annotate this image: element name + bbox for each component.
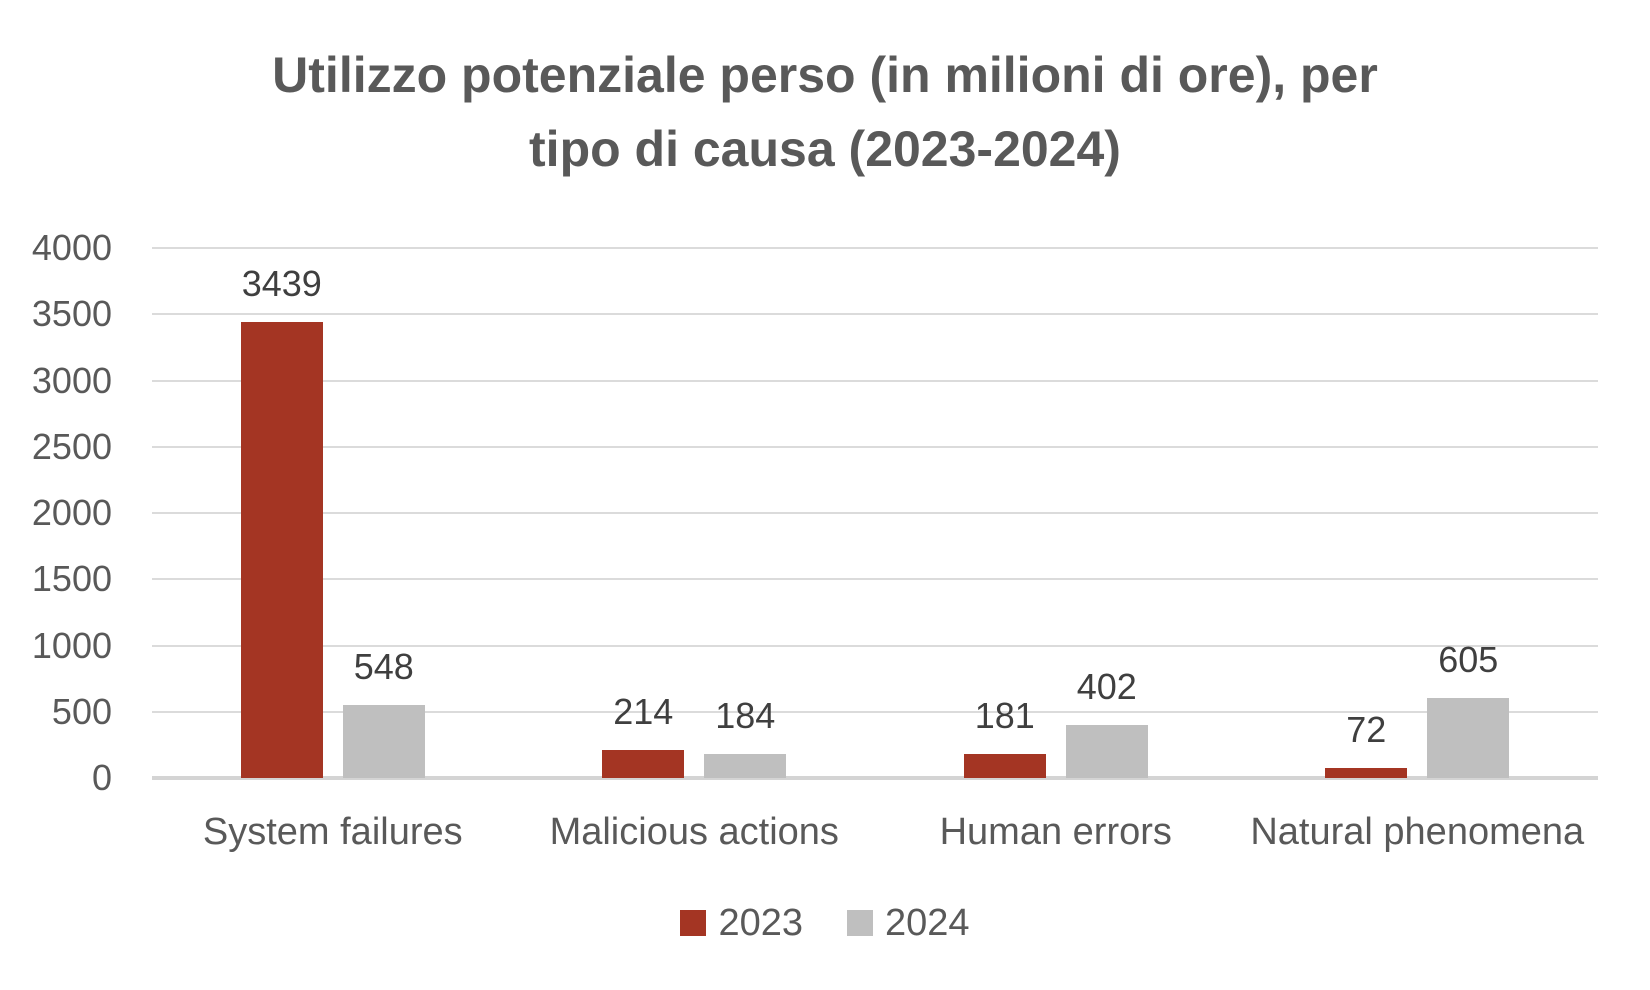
gridline-1000: [152, 644, 1598, 647]
y-tick-label-4000: 4000: [31, 227, 112, 268]
x-axis-line: [152, 776, 1598, 780]
y-tick-label-500: 500: [51, 690, 112, 732]
gridline-1500: [152, 578, 1598, 581]
category-label-human-errors: Human errors: [939, 811, 1172, 853]
legend-label-2023: 2023: [718, 902, 803, 944]
chart-title: Utilizzo potenziale perso (in milioni di…: [0, 38, 1650, 186]
legend-item-2024: 2024: [847, 904, 970, 942]
data-label-2023-system-failures: 3439: [241, 263, 322, 304]
bar-2024-natural-phenomena: [1427, 698, 1510, 778]
gridline-500: [152, 710, 1598, 713]
data-label-2023-malicious-actions: 214: [613, 691, 674, 732]
chart-title-line-2: tipo di causa (2023-2024): [529, 121, 1121, 177]
gridline-3500: [152, 313, 1598, 316]
bar-2023-natural-phenomena: [1325, 768, 1408, 778]
category-label-malicious-actions: Malicious actions: [549, 811, 839, 853]
legend-swatch-2023: [680, 910, 707, 936]
legend-label-2024: 2024: [885, 902, 970, 944]
legend-swatch-2024: [847, 910, 873, 936]
data-label-2024-system-failures: 548: [353, 646, 414, 687]
bar-2023-system-failures: [240, 322, 323, 778]
data-label-2023-human-errors: 181: [974, 695, 1035, 736]
legend: 2023 2024: [0, 898, 1650, 948]
y-tick-label-0: 0: [91, 757, 112, 798]
bar-2024-malicious-actions: [704, 754, 787, 778]
category-label-system-failures: System failures: [202, 811, 463, 853]
plot-area: 3439 548 214 184 181 402 72 605: [152, 247, 1598, 780]
bar-2024-human-errors: [1065, 725, 1148, 778]
category-label-natural-phenomena: Natural phenomena: [1250, 811, 1585, 853]
gridline-4000: [152, 247, 1598, 249]
bar-2023-human-errors: [963, 754, 1046, 778]
y-tick-label-3000: 3000: [31, 359, 112, 401]
bar-2024-system-failures: [342, 705, 425, 778]
data-label-2024-human-errors: 402: [1076, 666, 1137, 707]
gridline-3000: [152, 379, 1598, 382]
data-label-2024-natural-phenomena: 605: [1438, 639, 1499, 680]
y-tick-label-2500: 2500: [31, 425, 112, 467]
y-tick-label-3500: 3500: [31, 293, 112, 335]
chart-title-line-1: Utilizzo potenziale perso (in milioni di…: [272, 47, 1378, 103]
legend-item-2023: 2023: [680, 904, 803, 942]
bar-2023-malicious-actions: [602, 750, 685, 778]
y-tick-label-2000: 2000: [31, 492, 112, 533]
gridline-2000: [152, 512, 1598, 514]
y-tick-label-1000: 1000: [31, 624, 112, 666]
gridline-2500: [152, 445, 1598, 448]
y-tick-label-1500: 1500: [31, 558, 112, 600]
data-label-2023-natural-phenomena: 72: [1346, 709, 1387, 750]
data-label-2024-malicious-actions: 184: [715, 695, 776, 736]
